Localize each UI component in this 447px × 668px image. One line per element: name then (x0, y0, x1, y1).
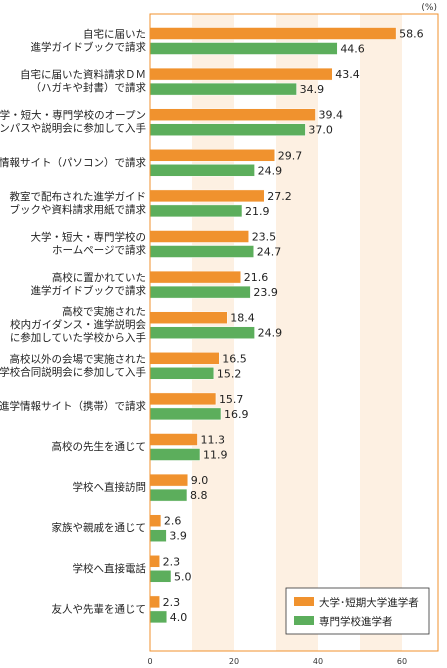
value-label: 43.4 (335, 68, 360, 81)
bar-vocational-2 (149, 82, 297, 96)
value-label: 58.6 (399, 28, 424, 41)
value-label: 44.6 (340, 43, 365, 56)
bar-university-10 (149, 392, 217, 406)
value-label: 23.9 (253, 286, 278, 299)
category-label: 学校へ直接電話 (73, 562, 147, 575)
value-label: 29.7 (278, 149, 303, 162)
bar-university-13 (149, 514, 162, 527)
bar-vocational-11 (149, 448, 201, 461)
category-label: 教室で配布された進学ガイドブックや資料請求用紙で請求 (10, 190, 147, 216)
value-label: 23.5 (252, 231, 277, 244)
value-label: 16.5 (222, 352, 247, 365)
value-label: 24.9 (258, 164, 283, 177)
grid-band (360, 14, 402, 651)
bar-vocational-13 (149, 529, 167, 542)
value-label: 34.9 (300, 83, 325, 96)
value-label: 24.9 (258, 327, 283, 340)
x-tick-label: 20 (229, 657, 239, 666)
category-label: 自宅に届いた進学ガイドブックで請求 (31, 28, 147, 54)
category-label: 高校の先生を通じて (52, 440, 147, 453)
value-label: 3.9 (169, 530, 187, 543)
bar-university-2 (149, 67, 333, 81)
value-label: 11.9 (203, 449, 228, 462)
plot-frame (149, 13, 439, 652)
bar-vocational-1 (149, 42, 338, 55)
category-label: 学校へ直接訪問 (73, 481, 147, 494)
bar-university-6 (149, 230, 249, 243)
x-tick-label: 0 (147, 657, 152, 666)
legend-swatch (294, 616, 314, 625)
category-label: 進学情報サイト（パソコン）で請求 (0, 156, 146, 169)
value-label: 37.0 (308, 124, 333, 137)
bar-university-14 (149, 555, 160, 568)
value-label: 16.9 (224, 408, 249, 421)
value-label: 11.3 (200, 434, 225, 447)
bar-university-8 (149, 311, 228, 324)
value-label: 2.6 (164, 515, 182, 528)
bar-university-15 (149, 595, 160, 609)
value-label: 4.0 (170, 611, 188, 624)
legend-box (285, 587, 430, 635)
category-label: 大学・短大・専門学校のオープンキャンパスや説明会に参加して入手 (0, 109, 146, 135)
bar-vocational-15 (149, 610, 168, 624)
value-label: 21.6 (244, 271, 269, 284)
bar-university-7 (149, 270, 241, 284)
x-tick-label: 40 (313, 657, 323, 666)
value-label: 5.0 (174, 570, 192, 583)
bar-university-5 (149, 189, 265, 203)
value-label: 18.4 (230, 312, 255, 325)
bar-university-12 (149, 473, 189, 487)
bar-vocational-6 (149, 245, 254, 258)
bar-vocational-8 (149, 326, 255, 339)
legend-label: 専門学校進学者 (319, 615, 393, 628)
bar-vocational-12 (149, 488, 188, 502)
bar-university-3 (149, 108, 316, 121)
x-tick-label: 60 (397, 657, 407, 666)
value-label: 8.8 (190, 489, 208, 502)
bar-university-4 (149, 149, 275, 162)
legend-label: 大学･短期大学進学者 (319, 596, 419, 609)
value-label: 15.7 (219, 393, 244, 406)
bar-university-9 (149, 352, 220, 365)
labels-layer: 58.6 44.6 自宅に届いた進学ガイドブックで請求 43.4 34.9 自宅に届いた資… (0, 28, 424, 624)
bar-vocational-7 (149, 285, 251, 299)
legend-swatch (294, 597, 314, 606)
category-label: 友人や先輩を通じて (52, 602, 147, 615)
category-label: 高校に置かれていた進学ガイドブックで請求 (31, 271, 147, 297)
bar-university-11 (149, 433, 198, 446)
bar-vocational-9 (149, 367, 215, 380)
category-label: 自宅に届いた資料請求ＤＭ（ハガキや封書）で請求 (20, 68, 146, 94)
category-label: 家族や親戚を通じて (52, 521, 147, 534)
x-axis-ticks: 0 20 40 60 (147, 657, 407, 666)
bar-university-1 (149, 27, 397, 40)
category-label: 高校で実施された校内ガイダンス・進学説明会に参加していた学校から入手 (10, 305, 147, 344)
value-label: 2.3 (163, 555, 181, 568)
bar-vocational-4 (149, 164, 255, 177)
value-label: 9.0 (191, 474, 209, 487)
value-label: 39.4 (318, 109, 343, 122)
bar-vocational-3 (149, 123, 306, 136)
unit-label: (%) (421, 3, 437, 13)
bar-vocational-14 (149, 570, 172, 583)
category-label: 進学情報サイト（携帯）で請求 (0, 399, 146, 412)
bar-vocational-10 (149, 407, 222, 421)
category-label: 高校以外の会場で実施された学校合同説明会に参加して入手 (0, 352, 146, 378)
category-label: 大学・短大・専門学校のホームページで請求 (31, 231, 147, 257)
value-label: 2.3 (163, 596, 181, 609)
value-label: 15.2 (217, 367, 242, 380)
bar-vocational-5 (149, 204, 243, 218)
value-label: 27.2 (267, 190, 292, 203)
value-label: 24.7 (257, 246, 282, 259)
value-label: 21.9 (245, 205, 269, 218)
